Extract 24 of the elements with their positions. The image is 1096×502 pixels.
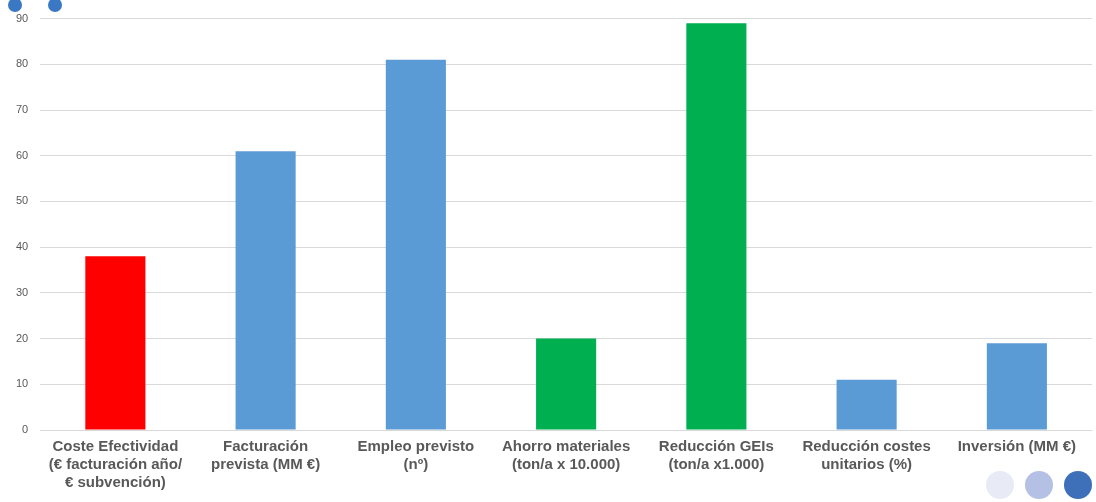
x-tick-label: Reducción GEIs (ton/a x1.000)	[658, 437, 774, 473]
y-tick-label: 0	[22, 423, 29, 436]
x-tick-label: Empleo previsto (nº)	[357, 437, 475, 473]
y-tick-label: 20	[15, 331, 29, 344]
x-tick-label: Reducción costes unitarios (%)	[802, 437, 931, 473]
y-tick-label: 90	[15, 11, 29, 24]
bar	[235, 151, 296, 430]
x-tick-label: Coste Efectividad (€ facturación año/ € subvención)	[48, 437, 183, 491]
bar	[836, 379, 897, 430]
y-tick-label: 50	[15, 194, 29, 207]
y-tick-label: 70	[15, 103, 29, 116]
bar	[536, 338, 597, 430]
y-tick-label: 10	[15, 377, 29, 390]
bar	[986, 343, 1047, 430]
bar	[85, 256, 146, 430]
x-tick-label: Ahorro materiales (ton/a x 10.000)	[501, 437, 631, 473]
bar	[385, 59, 446, 430]
y-tick-label: 60	[15, 148, 29, 161]
x-tick-label: Inversión (MM €)	[957, 437, 1077, 455]
bar	[686, 23, 747, 430]
x-tick-label: Facturación prevista (MM €)	[211, 437, 321, 473]
y-tick-label: 30	[15, 285, 29, 298]
y-tick-label: 40	[15, 240, 29, 253]
y-tick-label: 80	[15, 57, 29, 70]
